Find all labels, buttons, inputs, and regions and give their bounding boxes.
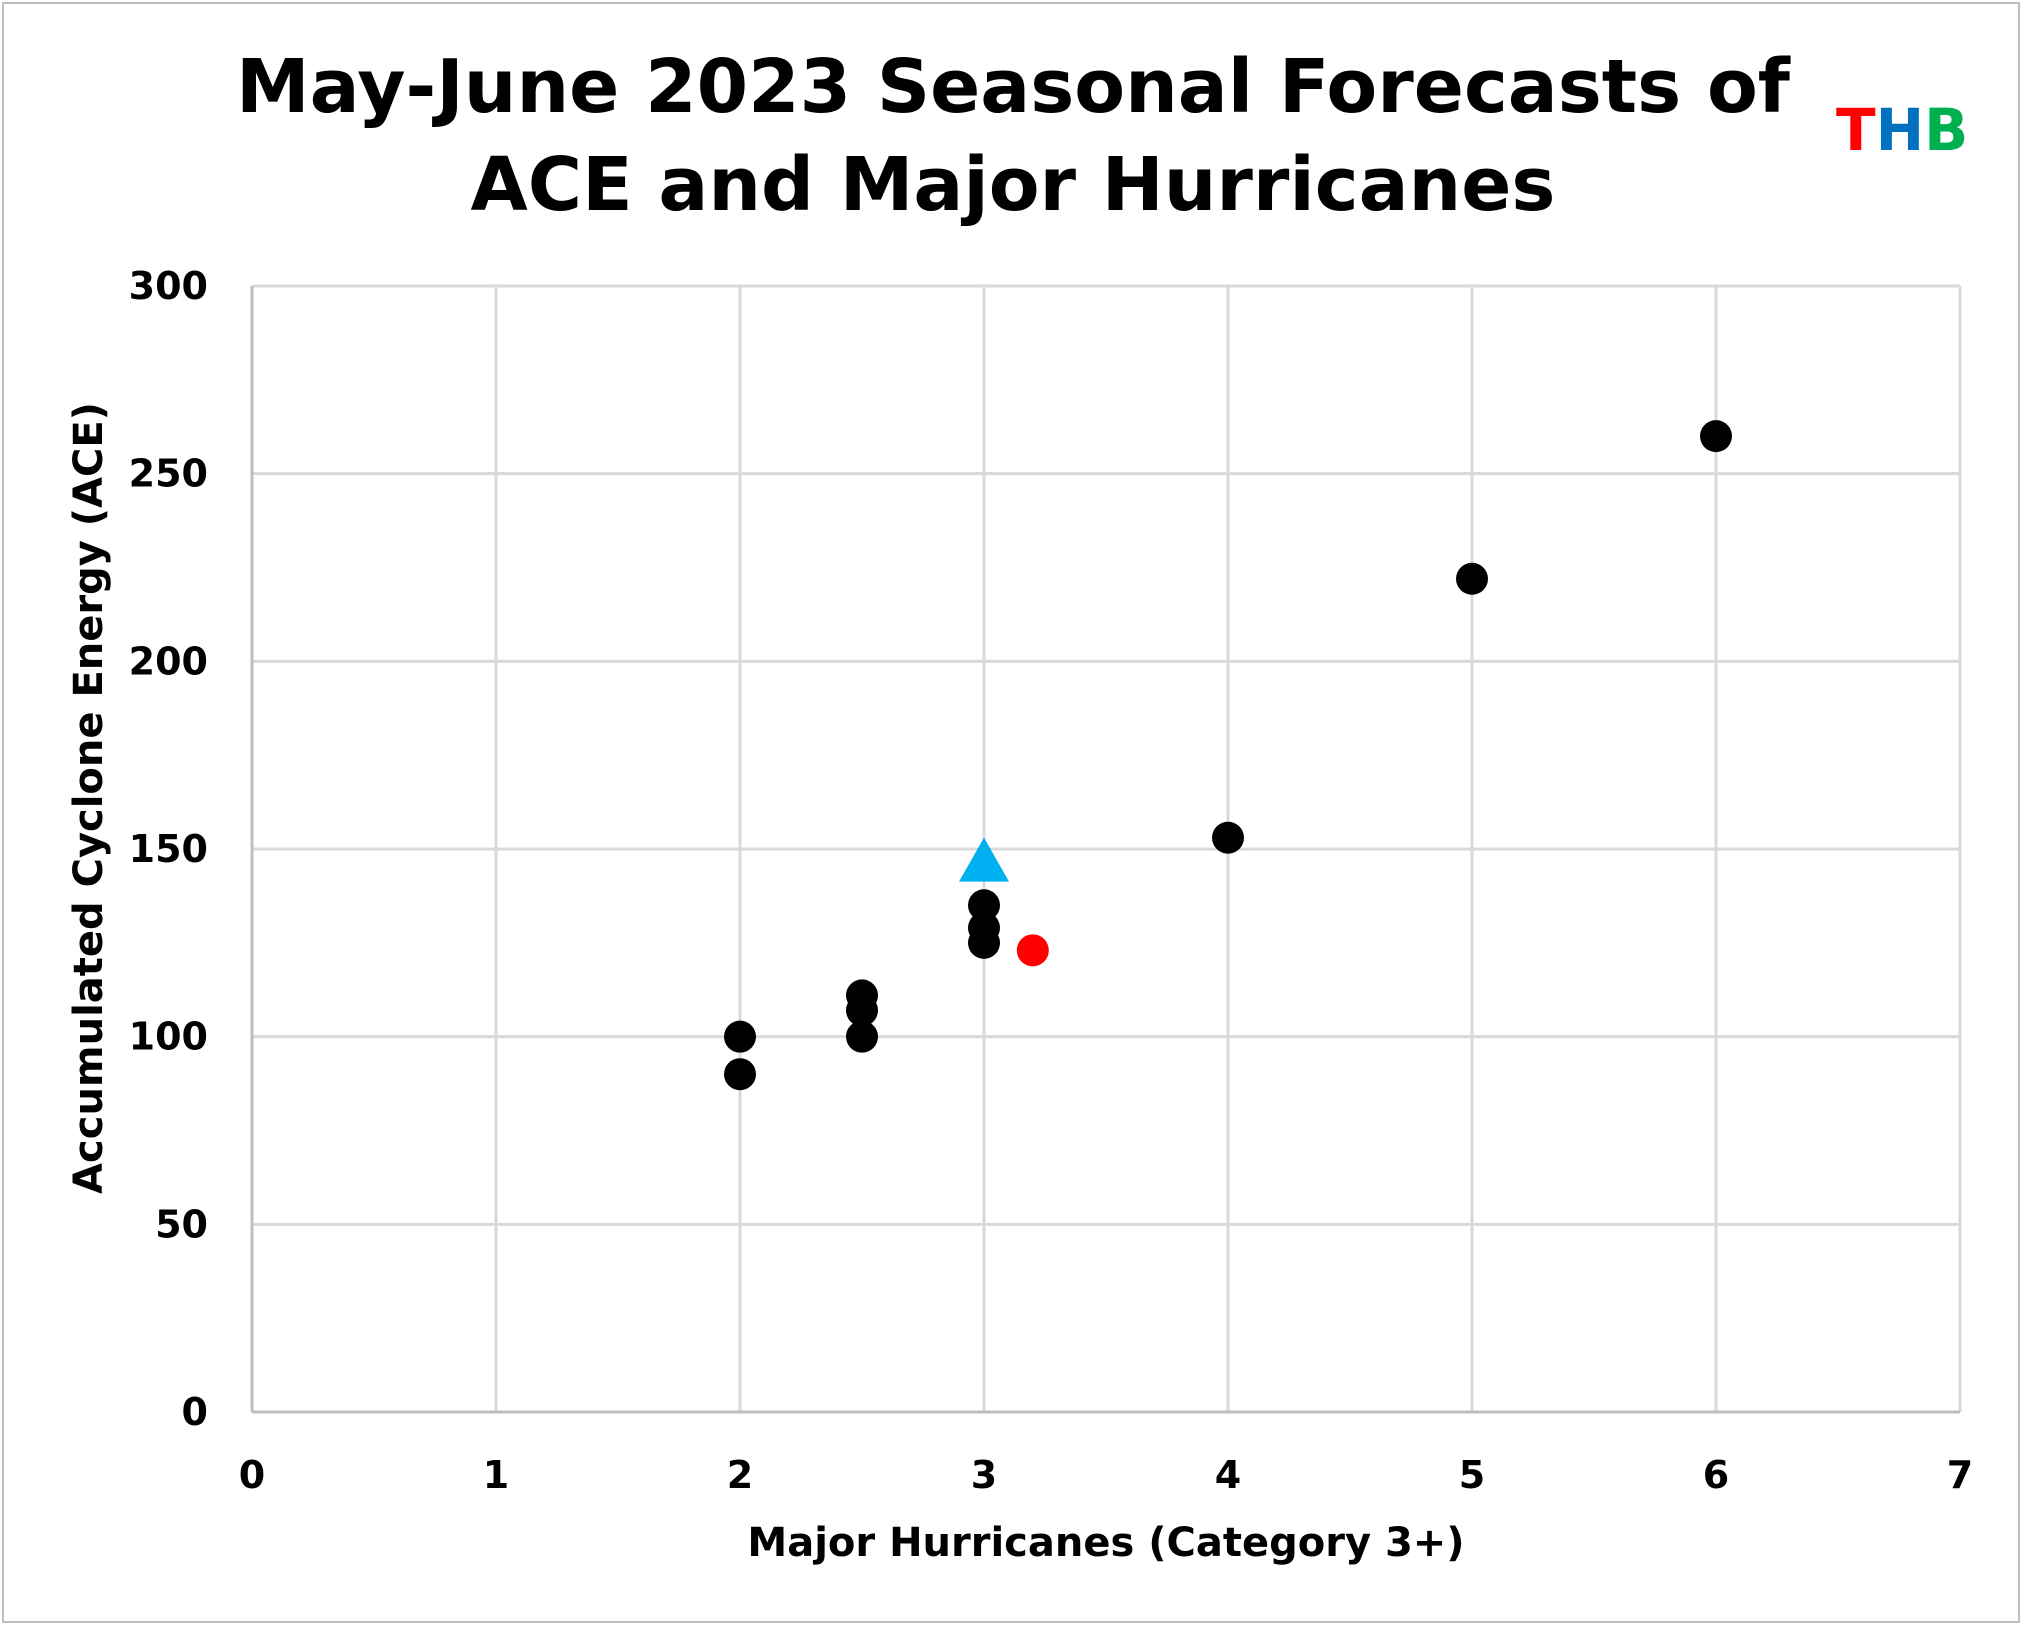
- y-tick-label-250: 250: [129, 452, 208, 496]
- chart-title: May-June 2023 Seasonal Forecasts of ACE …: [236, 44, 1791, 228]
- circle-point-0-3: [846, 994, 878, 1027]
- x-tick-label-5: 5: [1459, 1453, 1485, 1497]
- circle-point-0-4: [846, 1020, 878, 1053]
- y-tick-label-200: 200: [129, 639, 208, 683]
- x-axis-label: Major Hurricanes (Category 3+): [747, 1520, 1464, 1566]
- data-points: [724, 420, 1732, 1091]
- x-tick-label-3: 3: [971, 1453, 997, 1497]
- y-tick-label-50: 50: [155, 1202, 208, 1246]
- x-tick-label-0: 0: [239, 1453, 265, 1497]
- chart-title-line-1: May-June 2023 Seasonal Forecasts of: [236, 44, 1791, 130]
- x-tick-labels: 0 1 2 3 4 5 6 7: [239, 1453, 1973, 1497]
- triangle-point-2-0: [959, 837, 1009, 882]
- y-tick-label-300: 300: [129, 264, 208, 308]
- logo-letter-t: T: [1836, 96, 1876, 164]
- y-tick-label-100: 100: [129, 1015, 208, 1059]
- circle-point-0-7: [968, 926, 1000, 959]
- logo-letter-h: H: [1876, 96, 1925, 164]
- gridlines: [252, 284, 1962, 1412]
- y-tick-label-150: 150: [129, 827, 208, 871]
- circle-point-0-10: [1700, 420, 1732, 453]
- x-tick-label-4: 4: [1215, 1453, 1241, 1497]
- thb-logo: THB: [1836, 96, 1968, 164]
- x-tick-label-2: 2: [727, 1453, 753, 1497]
- circle-point-0-9: [1456, 562, 1488, 595]
- y-tick-labels: 0 50 100 150 200 250 300: [129, 264, 208, 1434]
- circle-point-1-0: [1016, 934, 1049, 967]
- x-tick-label-1: 1: [483, 1453, 509, 1497]
- circle-point-0-8: [1212, 821, 1244, 854]
- x-tick-label-6: 6: [1703, 1453, 1729, 1497]
- axes: [250, 286, 1960, 1414]
- chart-title-line-2: ACE and Major Hurricanes: [471, 142, 1556, 228]
- y-axis-label: Accumulated Cyclone Energy (ACE): [66, 402, 112, 1194]
- y-tick-label-0: 0: [182, 1390, 208, 1434]
- circle-point-0-0: [724, 1020, 756, 1053]
- circle-point-0-1: [724, 1058, 756, 1091]
- logo-letter-b: B: [1924, 96, 1968, 164]
- x-tick-label-7: 7: [1947, 1453, 1973, 1497]
- circle-point-0-5: [968, 889, 1000, 922]
